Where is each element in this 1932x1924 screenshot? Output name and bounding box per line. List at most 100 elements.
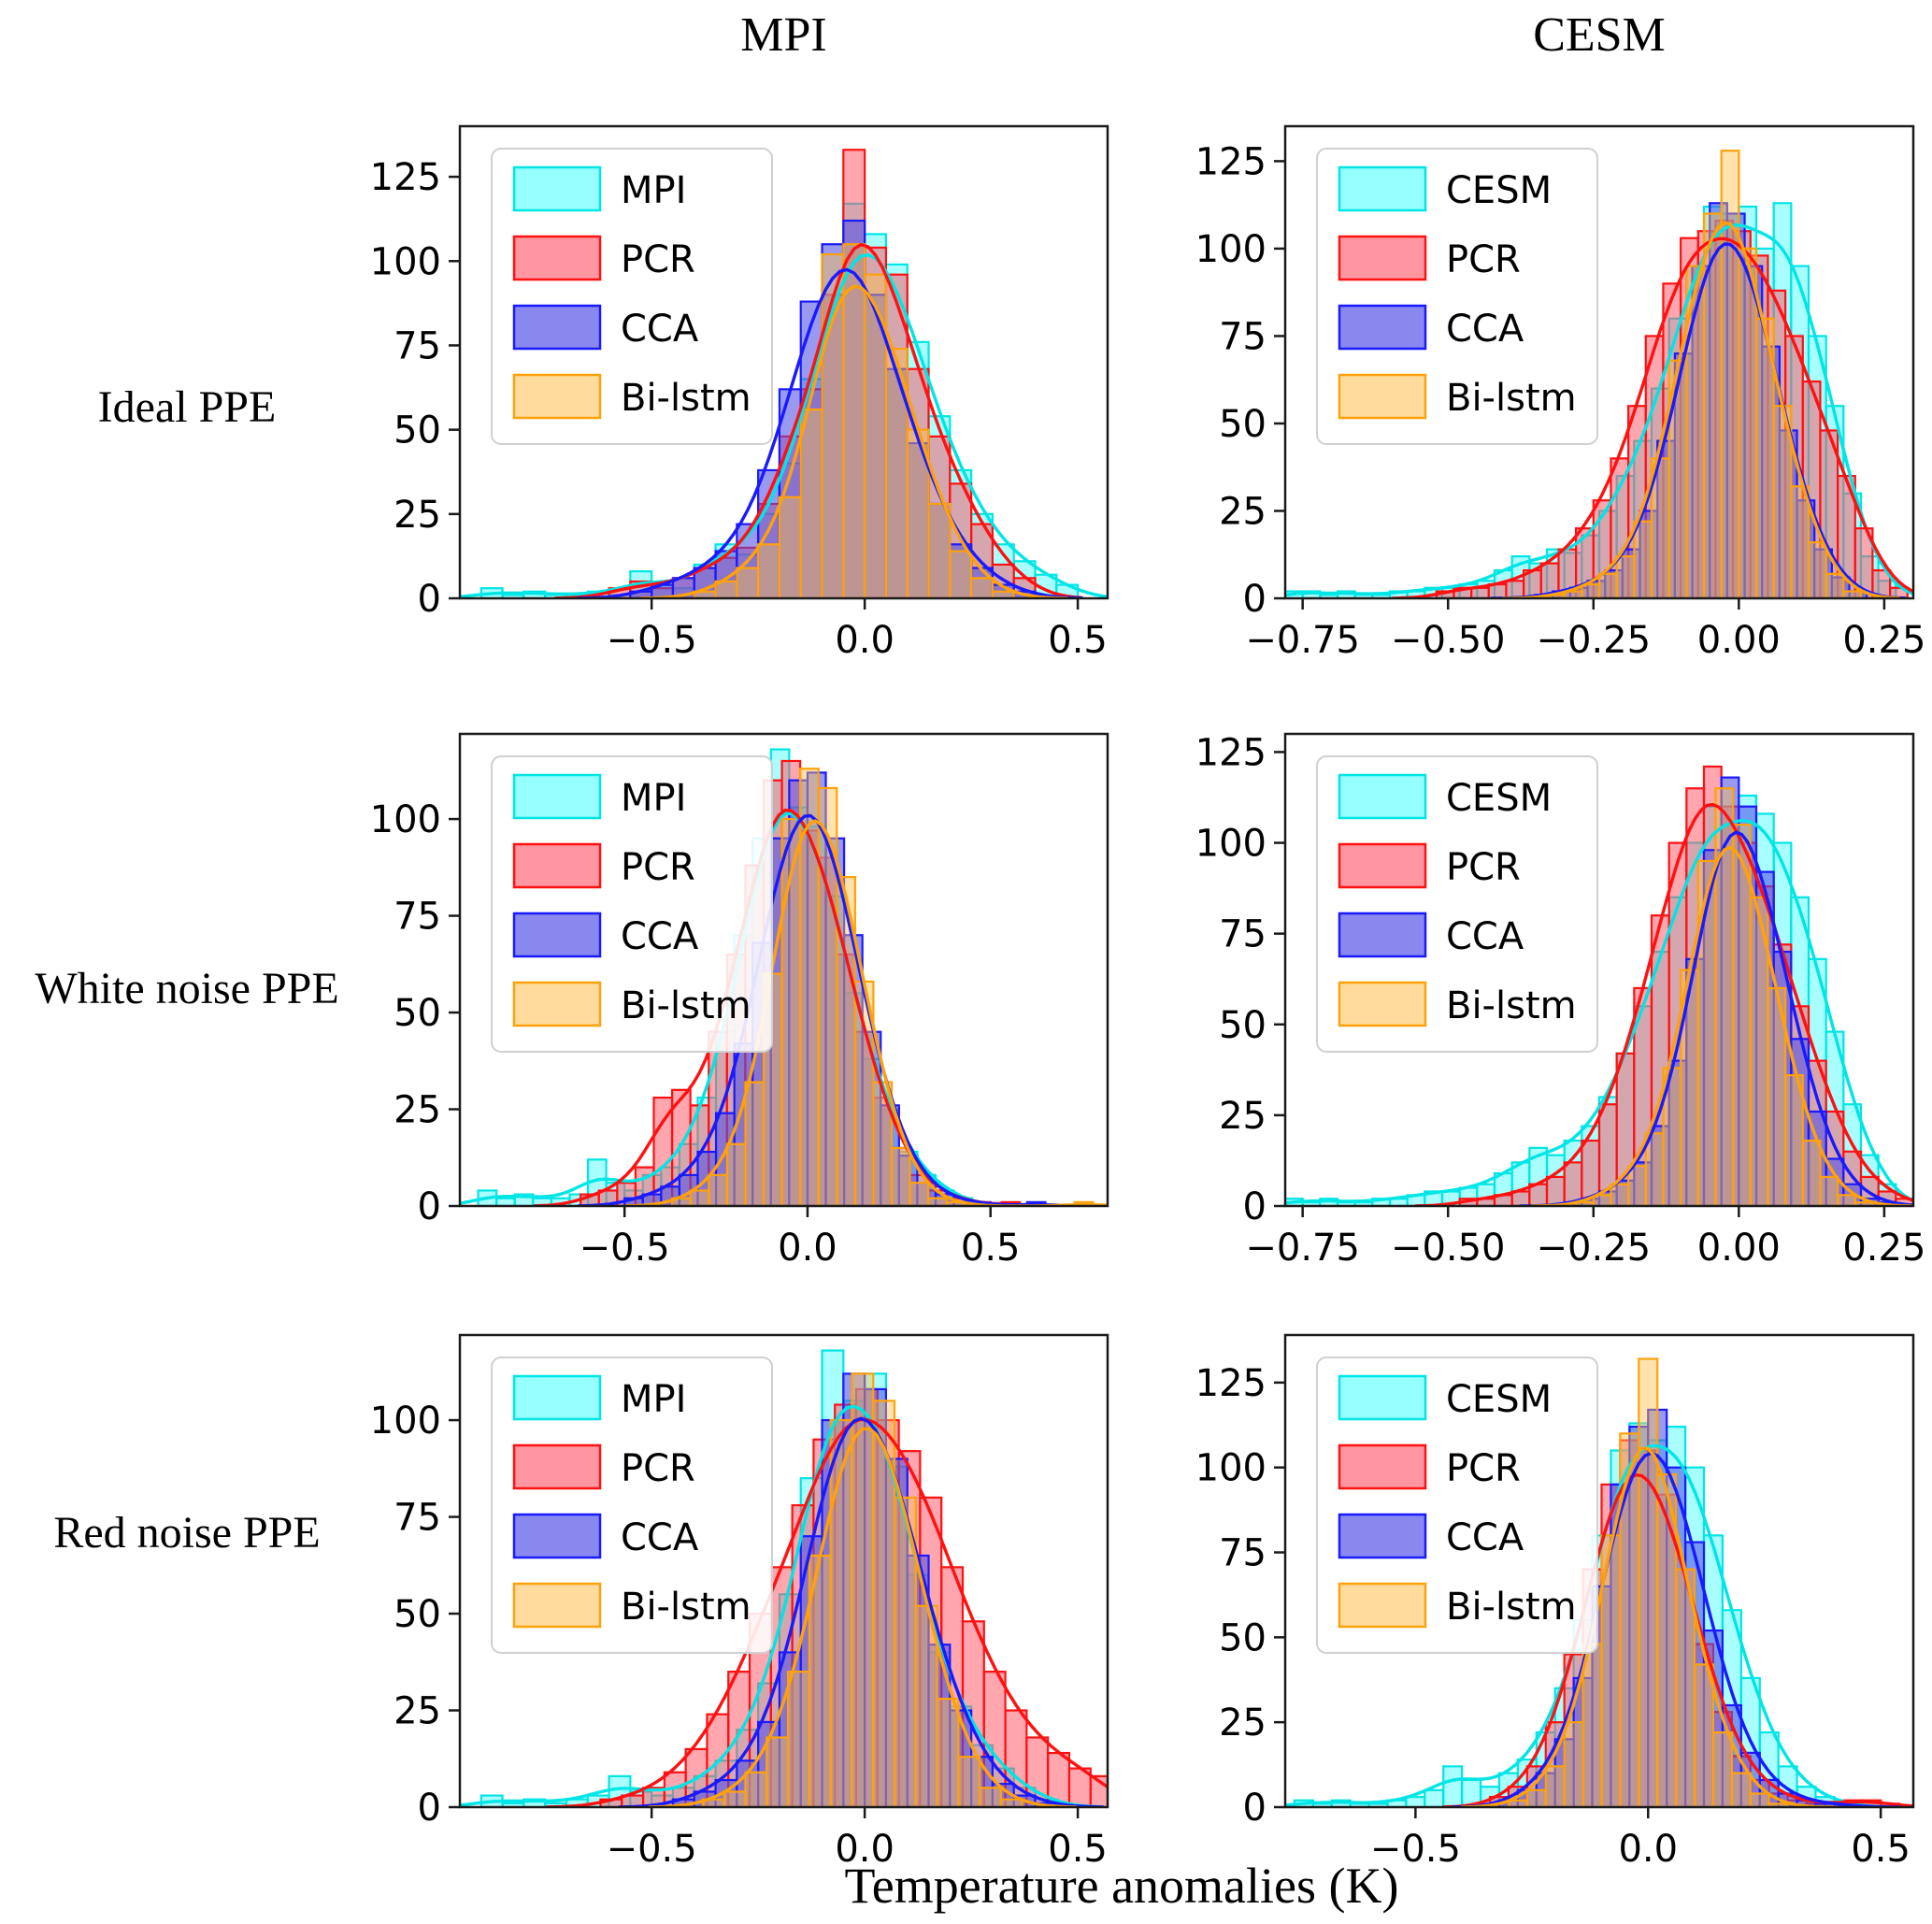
axes-box-red-mpi	[458, 1333, 1109, 1809]
x-tick-label: 0.5	[1048, 619, 1108, 662]
legend-swatch-bi-lstm	[512, 373, 602, 420]
legend-swatch-cca	[1338, 1513, 1427, 1559]
panel-ideal-cesm: −0.75 −0.50 −0.25 0.00 0.25 0 25 50 75 100 125 CESM…	[1195, 124, 1925, 662]
y-tick-label: 0	[418, 578, 441, 621]
y-tick-label: 50	[394, 1593, 441, 1636]
plot-area-ideal-mpi	[460, 149, 1108, 598]
legend-label-cca: CCA	[1446, 1516, 1524, 1559]
y-tick-label: 0	[1243, 1787, 1267, 1830]
y-tick-label: 75	[1219, 1532, 1267, 1575]
y-tick-label: 0	[1243, 1185, 1267, 1228]
plot-area-ideal-cesm	[1285, 150, 1913, 598]
y-tick-label: 125	[1195, 1362, 1267, 1405]
plot-area-red-mpi	[460, 1349, 1108, 1807]
legend-swatch-cca	[1338, 912, 1427, 958]
x-tick-label: −0.5	[607, 619, 697, 662]
x-tick-label: −0.25	[1536, 1227, 1651, 1270]
legend-swatch-pcr	[512, 842, 602, 889]
legend-swatch-pcr	[1338, 1443, 1427, 1490]
y-tick-label: 50	[1219, 1004, 1267, 1047]
axes-box-ideal-mpi	[458, 124, 1109, 600]
legend-label-cesm: CESM	[1446, 777, 1552, 820]
legend-swatch-pcr	[1338, 842, 1427, 889]
legend-label-bi-lstm: Bi-lstm	[1446, 377, 1577, 420]
x-tick-label: −0.5	[607, 1828, 697, 1871]
y-tick-label: 75	[394, 896, 441, 939]
y-tick-label: 100	[370, 798, 441, 841]
axes-box-white-cesm	[1283, 732, 1915, 1208]
y-tick-label: 0	[418, 1185, 441, 1228]
x-tick-label: −0.5	[1370, 1828, 1461, 1871]
row-label-white-noise-ppe: White noise PPE	[35, 964, 339, 1013]
kde-curve-cesm-white-cesm	[1285, 819, 1913, 1205]
x-tick-label: 0.5	[1851, 1828, 1911, 1871]
x-tick-label: 0.25	[1842, 619, 1925, 662]
legend-label-bi-lstm: Bi-lstm	[621, 1586, 751, 1629]
legend-box	[491, 148, 773, 445]
hist-bi-lstm-red-mpi	[701, 1372, 1023, 1807]
y-tick-label: 100	[1195, 1447, 1267, 1490]
legend-label-pcr: PCR	[1446, 846, 1521, 889]
kde-curve-cca-ideal-mpi	[575, 267, 1083, 598]
kde-curve-cca-red-mpi	[618, 1416, 1105, 1807]
row-label-ideal-ppe: Ideal PPE	[97, 382, 277, 432]
kde-curve-bi-lstm-ideal-cesm	[1501, 221, 1901, 598]
y-tick-label: 125	[1195, 731, 1267, 774]
legend-swatch-bi-lstm	[1338, 373, 1427, 420]
x-tick-label: 0.25	[1842, 1227, 1925, 1270]
y-tick-label: 75	[1219, 315, 1267, 358]
panel-red-cesm: −0.5 0.0 0.5 0 25 50 75 100 125 CESM PCR CCA Bi-lstm	[1195, 1333, 1915, 1871]
x-tick-label: 0.5	[961, 1227, 1021, 1270]
x-tick-label: −0.5	[580, 1227, 670, 1270]
x-tick-label: −0.75	[1245, 619, 1360, 662]
kde-curve-bi-lstm-white-cesm	[1530, 845, 1912, 1206]
y-tick-label: 100	[1195, 228, 1267, 271]
y-tick-label: 50	[394, 992, 441, 1035]
legend-label-mpi: MPI	[621, 1378, 686, 1421]
legend-label-pcr: PCR	[621, 846, 695, 889]
row-label-red-noise-ppe: Red noise PPE	[53, 1508, 321, 1558]
legend-swatch-cca	[1338, 304, 1427, 351]
y-tick-label: 100	[370, 240, 441, 283]
legend-label-cca: CCA	[1446, 308, 1524, 351]
legend-swatch-bi-lstm	[512, 981, 602, 1027]
y-tick-label: 25	[1219, 1095, 1267, 1138]
kde-curve-mpi-red-mpi	[460, 1404, 1105, 1807]
legend-box	[1316, 1357, 1598, 1654]
legend-white-cesm: CESM PCR CCA Bi-lstm	[1316, 755, 1598, 1053]
legend-label-cca: CCA	[621, 915, 699, 958]
x-tick-label: 0.00	[1697, 619, 1781, 662]
legend-swatch-bi-lstm	[1338, 1582, 1427, 1629]
legend-swatch-mpi	[512, 773, 602, 820]
x-tick-label: −0.50	[1391, 1227, 1506, 1270]
kde-curve-bi-lstm-ideal-mpi	[639, 284, 1069, 598]
y-tick-label: 25	[394, 494, 441, 537]
y-tick-label: 25	[1219, 490, 1267, 533]
legend-label-pcr: PCR	[1446, 238, 1521, 281]
kde-curve-bi-lstm-red-mpi	[648, 1427, 1078, 1807]
y-tick-label: 75	[394, 1497, 441, 1540]
legend-box	[1316, 148, 1598, 445]
legend-swatch-cesm	[1338, 773, 1427, 820]
legend-swatch-cca	[512, 912, 602, 958]
panel-red-mpi: −0.5 0.0 0.5 0 25 50 75 100 MPI PCR CCA Bi-lstm	[370, 1333, 1109, 1871]
y-tick-label: 125	[1195, 140, 1267, 183]
legend-swatch-bi-lstm	[1338, 981, 1427, 1027]
x-tick-label: 0.0	[835, 1828, 894, 1871]
x-tick-label: −0.50	[1391, 619, 1506, 662]
legend-box	[491, 1357, 773, 1654]
kde-curve-cca-ideal-cesm	[1490, 242, 1907, 598]
x-tick-label: −0.75	[1245, 1227, 1360, 1270]
x-tick-label: 0.5	[1048, 1828, 1108, 1871]
x-tick-label: 0.00	[1697, 1227, 1781, 1270]
legend-label-cesm: CESM	[1446, 1378, 1552, 1421]
legend-swatch-pcr	[512, 1443, 602, 1490]
y-tick-label: 50	[1219, 403, 1267, 446]
kde-curve-mpi-ideal-mpi	[460, 252, 1108, 598]
legend-swatch-cca	[512, 1513, 602, 1559]
legend-swatch-mpi	[512, 1374, 602, 1421]
legend-red-mpi: MPI PCR CCA Bi-lstm	[491, 1357, 773, 1654]
y-tick-label: 0	[1243, 578, 1267, 621]
legend-swatch-cesm	[1338, 165, 1427, 212]
legend-label-pcr: PCR	[621, 1447, 695, 1490]
